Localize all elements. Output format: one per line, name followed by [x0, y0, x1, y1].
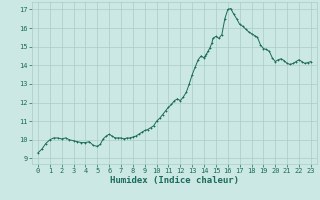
X-axis label: Humidex (Indice chaleur): Humidex (Indice chaleur)	[110, 176, 239, 185]
